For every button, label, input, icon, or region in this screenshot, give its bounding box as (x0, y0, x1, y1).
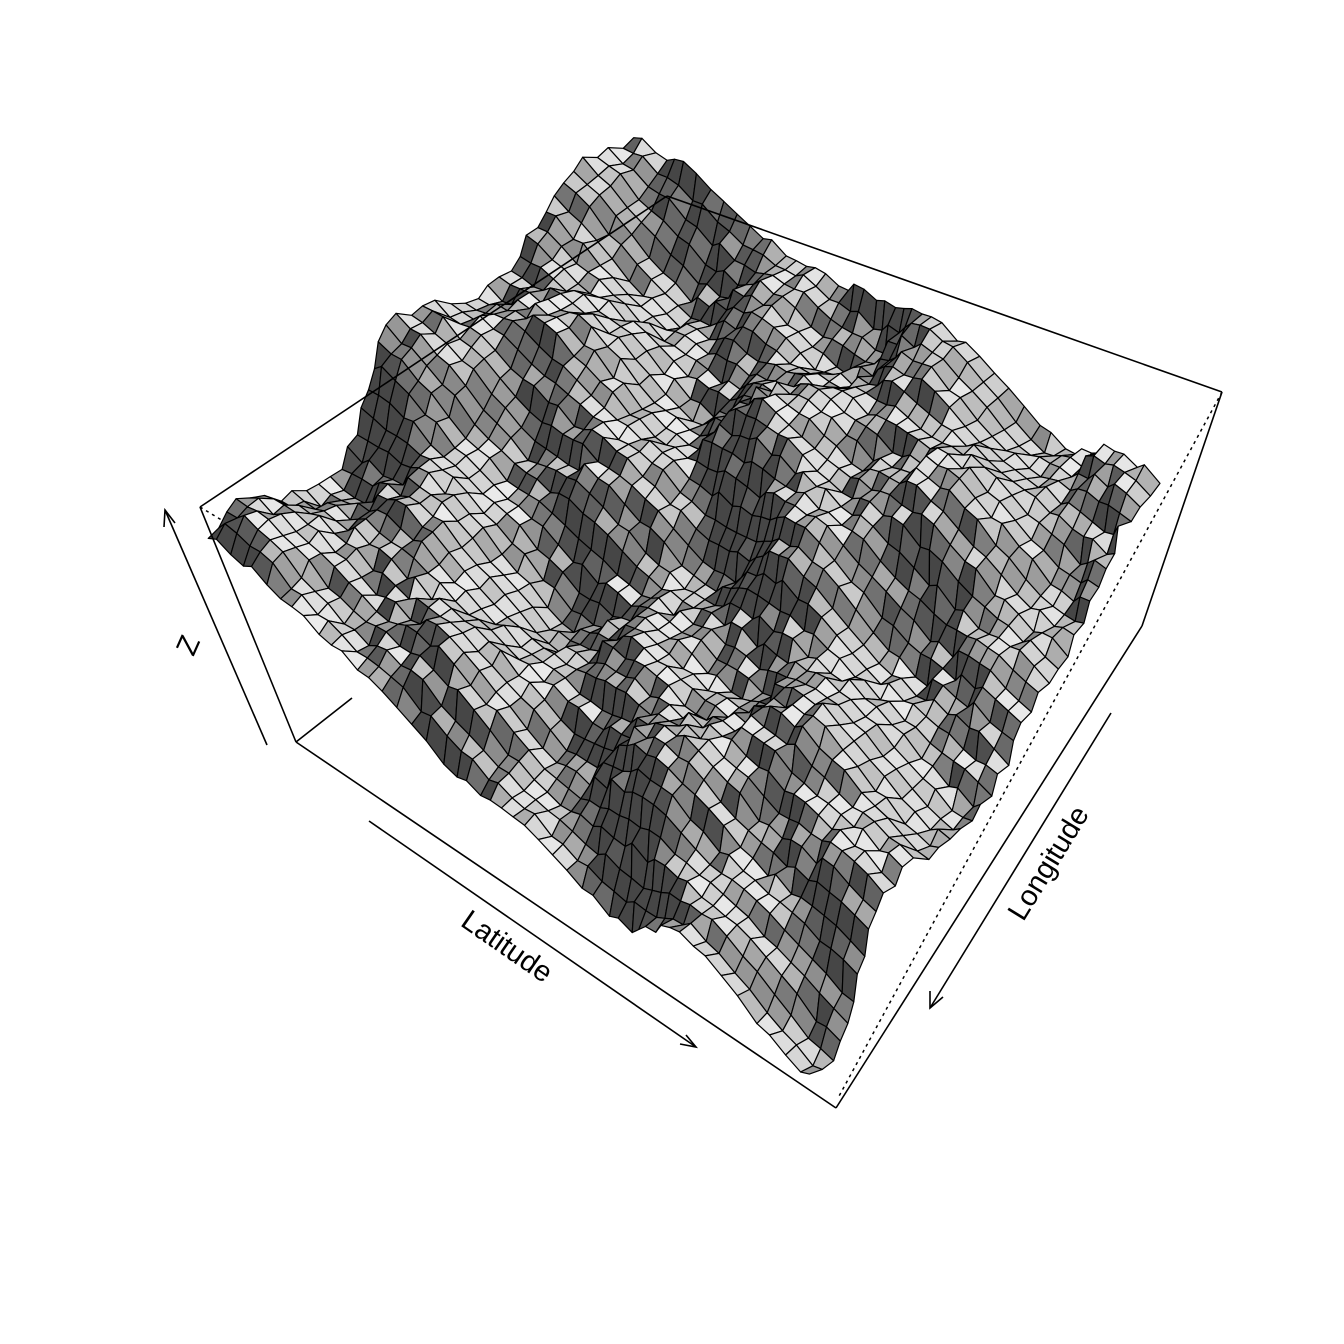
box-edge-top-left (199, 195, 668, 508)
box-edge-front-left (295, 741, 837, 1109)
latitude-axis-arrowhead (679, 1034, 699, 1049)
hidden-edge-back-right (837, 391, 1223, 1099)
box-edge-right-vertical (1141, 391, 1223, 627)
bounding-box-visible-edges (199, 195, 1223, 1109)
z-axis-title: Z (171, 631, 207, 660)
z-axis-arrow-line (164, 509, 268, 746)
box-edge-left-vertical (199, 506, 297, 743)
box-edge-floor-left (295, 697, 353, 743)
longitude-axis-arrow-line (929, 712, 1112, 1009)
surface-facet (799, 1065, 823, 1075)
longitude-axis-arrowhead (929, 991, 944, 1010)
longitude-axis-title: Longitude (1002, 801, 1096, 926)
box-edge-front-right (835, 625, 1143, 1109)
box-edge-top-right (666, 195, 1223, 393)
latitude-axis-arrow-line (368, 820, 697, 1048)
surface-mesh (207, 137, 1161, 1075)
z-axis-arrowhead (163, 507, 176, 528)
